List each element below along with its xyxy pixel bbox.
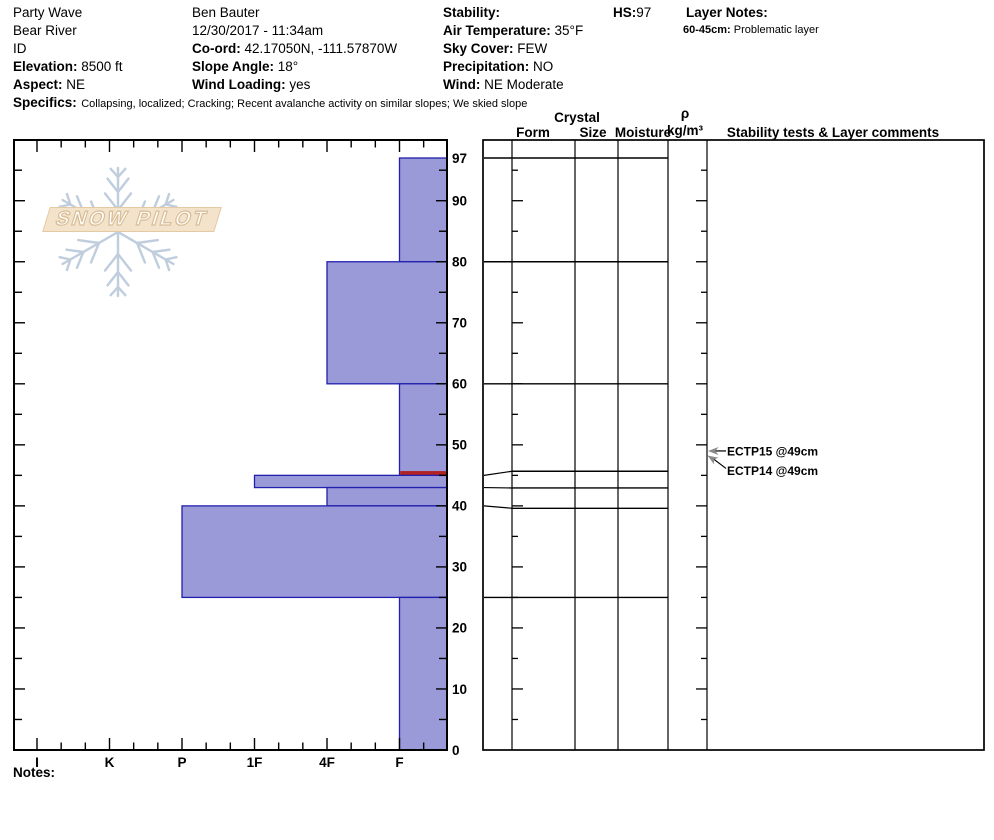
header-line: Wind: NE Moderate — [443, 77, 564, 92]
header-line: Precipitation: NO — [443, 59, 554, 74]
layer-note-range: 60-45cm: — [683, 24, 731, 36]
depth-axis-label-10: 10 — [452, 682, 467, 697]
hardness-axis-label-4F: 4F — [319, 755, 335, 770]
problematic-layer-flag — [400, 471, 447, 476]
depth-axis-label-30: 30 — [452, 560, 467, 575]
header-line: ID — [13, 41, 27, 56]
col-header-moisture: Moisture — [614, 125, 672, 140]
layer-note-text: Problematic layer — [733, 24, 819, 36]
layer-bar-45-43cm — [253, 474, 448, 489]
header-line: Party Wave — [13, 5, 83, 20]
depth-axis-label-90: 90 — [452, 194, 467, 209]
col-header-form: Form — [516, 125, 550, 140]
header-line: Wind Loading: yes — [192, 77, 311, 92]
layer-bar-25-0cm — [398, 596, 448, 751]
header-line: Ben Bauter — [192, 5, 260, 20]
header-col-observer: Ben Bauter 12/30/2017 - 11:34am Co-ord: 42… — [192, 4, 397, 94]
header-col-site: Party Wave Bear River ID Elevation: 8500 ft… — [13, 4, 123, 94]
col-header-rho: ρ — [680, 106, 690, 121]
total-height-value: 97 — [636, 5, 652, 20]
depth-axis-label-50: 50 — [452, 438, 467, 453]
test-arrow-head — [708, 446, 719, 455]
header-col-weather: Stability: Air Temperature: 35°F Sky Cove… — [443, 4, 583, 94]
layer-bar-40-25cm — [181, 505, 448, 599]
depth-axis-label-40: 40 — [452, 499, 467, 514]
row-leader — [483, 505, 513, 509]
layer-bar-97-80cm — [398, 157, 448, 263]
depth-axis-label-0: 0 — [452, 743, 460, 758]
test-arrow-head — [707, 455, 719, 465]
row-leader — [483, 470, 513, 476]
depth-axis-label-20: 20 — [452, 621, 467, 636]
specifics-line: Specifics: Collapsing, localized; Cracki… — [13, 94, 527, 112]
depth-axis-label-97: 97 — [452, 151, 467, 166]
col-header-rho-units: kg/m³ — [666, 123, 704, 138]
header-line: Slope Angle: 18° — [192, 59, 299, 74]
layer-table-frame — [482, 139, 985, 751]
hardness-axis-label-F: F — [395, 755, 403, 770]
header-line: Aspect: NE — [13, 77, 86, 92]
header-line: Sky Cover: FEW — [443, 41, 548, 56]
stability-test-label: ECTP15 @49cm — [727, 445, 818, 459]
hardness-axis-label-I: I — [35, 755, 39, 770]
header-line: Stability: — [443, 5, 501, 20]
header-line: 12/30/2017 - 11:34am — [192, 23, 324, 38]
col-header-size: Size — [579, 125, 607, 140]
header-line: Co-ord: 42.17050N, -111.57870W — [192, 41, 398, 56]
layer-bar-80-60cm — [326, 261, 448, 385]
col-header-crystal: Crystal — [554, 110, 600, 125]
hardness-chart-frame — [13, 139, 448, 751]
layer-note-item: 60-45cm: Problematic layer — [683, 24, 819, 36]
hardness-axis-label-P: P — [177, 755, 186, 770]
specifics-text: Collapsing, localized; Cracking; Recent … — [81, 98, 528, 110]
layer-notes-title: Layer Notes: — [686, 5, 768, 20]
specifics-label: Specifics: — [13, 95, 77, 110]
layer-bar-43-40cm — [326, 486, 448, 507]
notes-section-label: Notes: — [13, 765, 56, 780]
depth-axis-label-70: 70 — [452, 316, 467, 331]
col-header-stability: Stability tests & Layer comments — [726, 125, 940, 140]
header-line: Bear River — [13, 23, 77, 38]
header-line: Air Temperature: 35°F — [443, 23, 584, 38]
total-height: HS:97 — [613, 4, 651, 22]
header-line: Elevation: 8500 ft — [13, 59, 123, 74]
depth-axis-label-60: 60 — [452, 377, 467, 392]
hardness-axis-label-1F: 1F — [247, 755, 263, 770]
layer-bar-60-45cm — [398, 383, 448, 477]
stability-test-label: ECTP14 @49cm — [727, 464, 818, 478]
hardness-axis-label-K: K — [105, 755, 115, 770]
total-height-label: HS: — [613, 5, 637, 20]
depth-axis-label-80: 80 — [452, 255, 467, 270]
